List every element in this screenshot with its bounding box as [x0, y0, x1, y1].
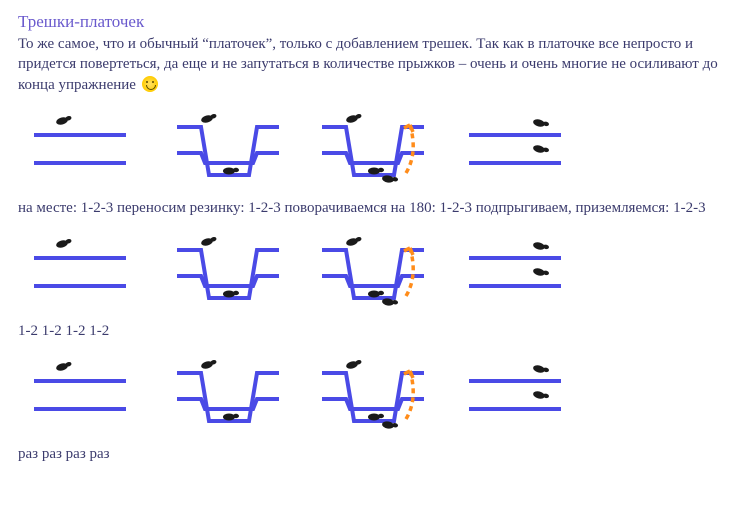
intro-text: То же самое, что и обычный “платочек”, т… — [18, 36, 718, 93]
diagram-cell — [171, 351, 286, 436]
caption-2: 1-2 1-2 1-2 1-2 — [18, 321, 725, 341]
diagram-cell — [26, 351, 141, 436]
diagram-cell — [316, 228, 431, 313]
diagram-cell — [461, 351, 576, 436]
page-title: Трешки-платочек — [18, 12, 725, 32]
diagram-cell — [26, 228, 141, 313]
caption-3: раз раз раз раз — [18, 444, 725, 464]
diagram-cell — [26, 105, 141, 190]
smile-icon — [142, 76, 158, 92]
intro-paragraph: То же самое, что и обычный “платочек”, т… — [18, 34, 725, 95]
diagram-cell — [171, 105, 286, 190]
diagram-cell — [316, 351, 431, 436]
diagram-row-1 — [26, 105, 725, 190]
diagram-cell — [316, 105, 431, 190]
diagram-cell — [171, 228, 286, 313]
diagram-row-2 — [26, 228, 725, 313]
diagram-row-3 — [26, 351, 725, 436]
caption-1: на месте: 1-2-3 переносим резинку: 1-2-3… — [18, 198, 725, 218]
diagram-cell — [461, 105, 576, 190]
diagram-cell — [461, 228, 576, 313]
